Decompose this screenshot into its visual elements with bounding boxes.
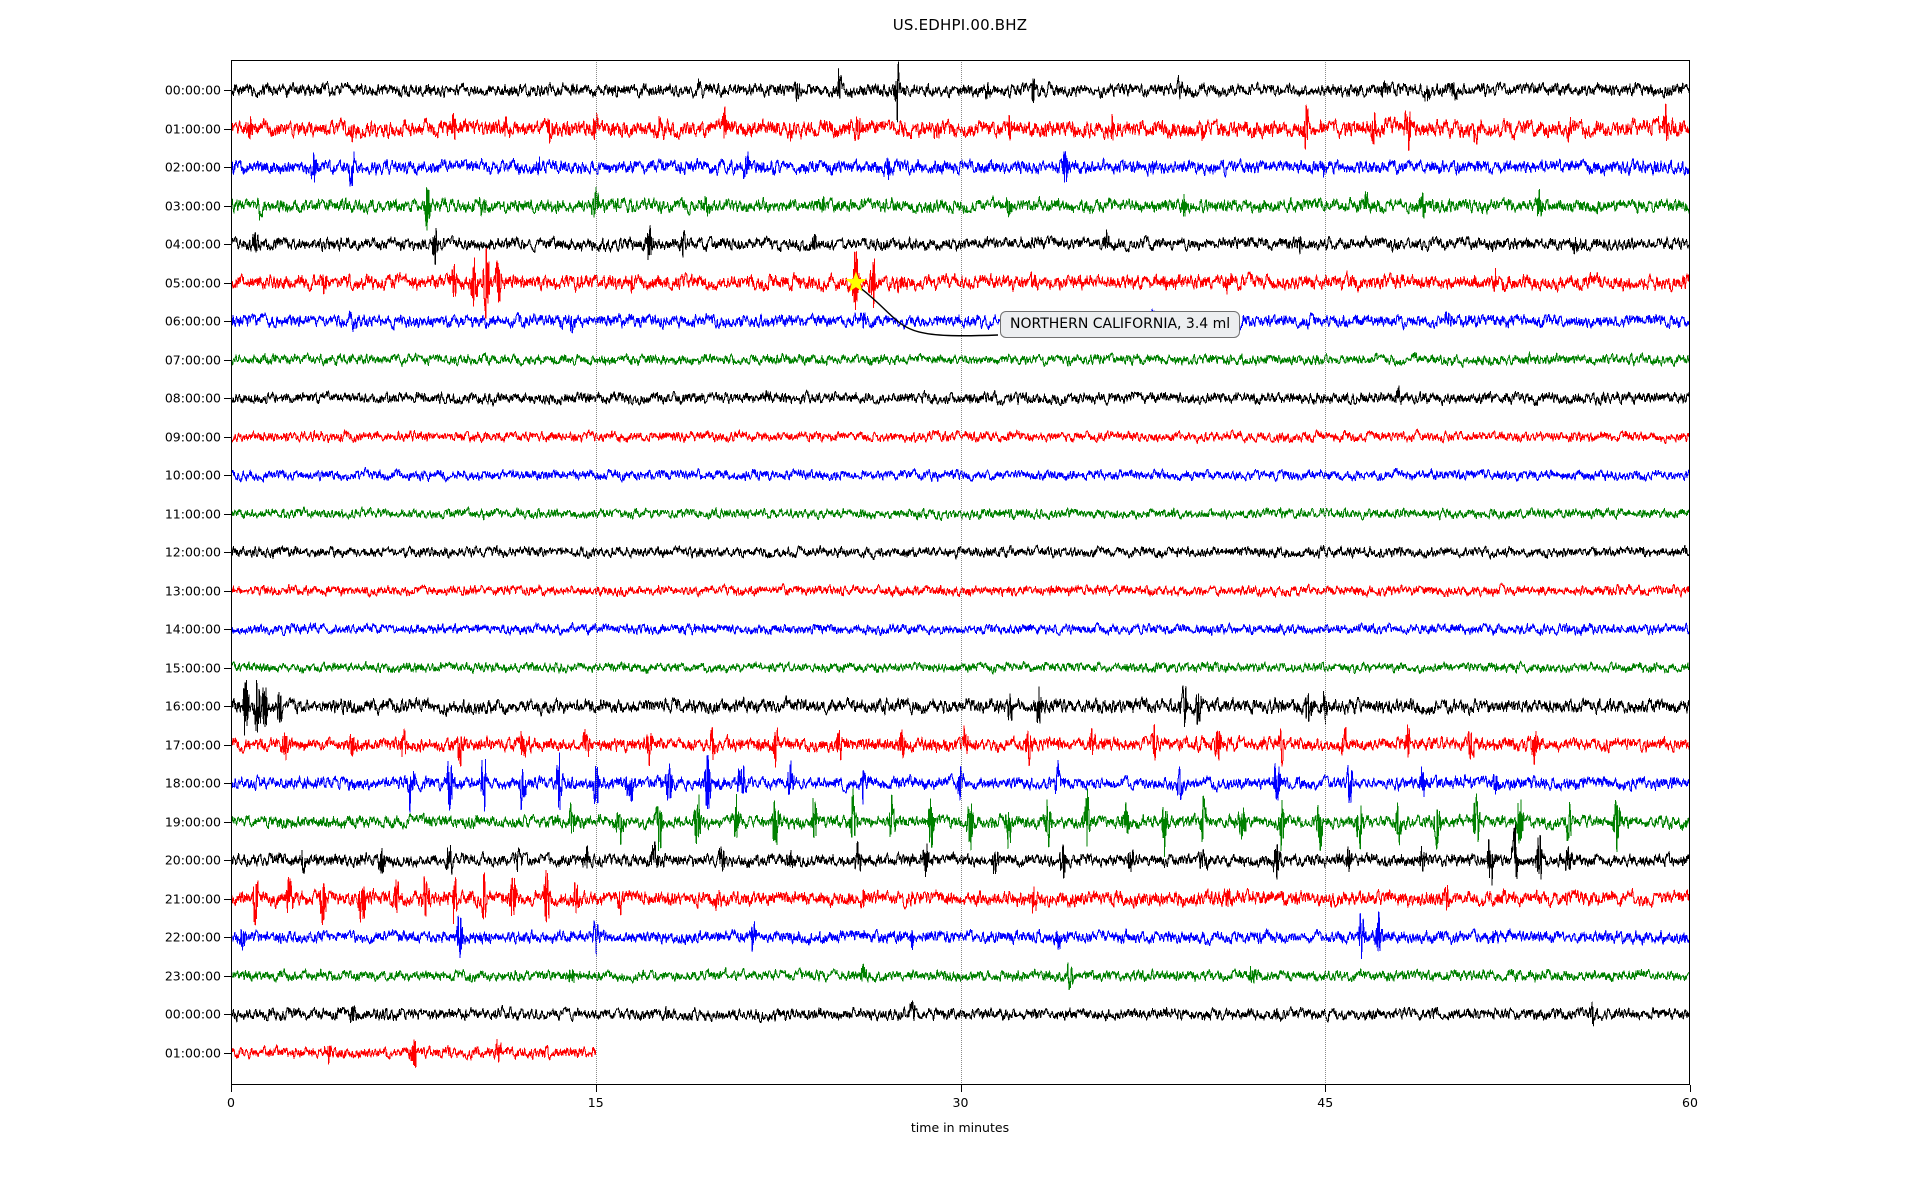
- x-axis-tick-label: 0: [227, 1095, 235, 1110]
- seismic-trace: [231, 1039, 597, 1068]
- y-axis-tick-mark: [224, 1014, 231, 1016]
- y-axis-tick-mark: [224, 244, 231, 246]
- y-axis-tick-mark: [224, 398, 231, 400]
- x-axis-tick-label: 15: [587, 1095, 604, 1110]
- y-axis-tick-mark: [224, 898, 231, 900]
- y-axis-tick-mark: [224, 860, 231, 862]
- y-axis-tick-mark: [224, 321, 231, 323]
- y-axis-tick-mark: [224, 475, 231, 477]
- plot-area: [231, 60, 1690, 1085]
- y-axis-tick-mark: [224, 667, 231, 669]
- x-axis-tick-mark: [960, 1085, 962, 1092]
- gridline: [960, 60, 962, 1085]
- y-axis-tick-label: 20:00:00: [164, 852, 221, 868]
- y-axis-tick-mark: [224, 1052, 231, 1054]
- y-axis-tick-label: 01:00:00: [164, 1045, 221, 1061]
- x-axis-tick-mark: [595, 1085, 597, 1092]
- y-axis-tick-label: 10:00:00: [164, 467, 221, 483]
- y-axis-tick-label: 01:00:00: [164, 121, 221, 137]
- x-axis-tick-label: 45: [1317, 1095, 1334, 1110]
- y-axis-tick-label: 12:00:00: [164, 544, 221, 560]
- y-axis-tick-mark: [224, 629, 231, 631]
- y-axis-tick-mark: [224, 205, 231, 207]
- gridline: [595, 60, 597, 1085]
- event-annotation-label: NORTHERN CALIFORNIA, 3.4 ml: [1000, 311, 1241, 338]
- y-axis-tick-mark: [224, 282, 231, 284]
- y-axis-tick-label: 09:00:00: [164, 429, 221, 445]
- y-axis-tick-label: 02:00:00: [164, 159, 221, 175]
- y-axis-tick-label: 22:00:00: [164, 929, 221, 945]
- y-axis-tick-label: 14:00:00: [164, 621, 221, 637]
- y-axis-tick-mark: [224, 590, 231, 592]
- y-axis-tick-mark: [224, 937, 231, 939]
- x-axis-tick-mark: [231, 1085, 232, 1092]
- y-axis-tick-label: 23:00:00: [164, 968, 221, 984]
- page-title: US.EDHPI.00.BHZ: [892, 16, 1028, 34]
- y-axis-tick-mark: [224, 436, 231, 438]
- y-axis-tick-label: 18:00:00: [164, 775, 221, 791]
- y-axis-tick-label: 17:00:00: [164, 737, 221, 753]
- y-axis-tick-mark: [224, 90, 231, 92]
- x-axis-tick-mark: [1690, 1085, 1691, 1092]
- y-axis-tick-label: 08:00:00: [164, 390, 221, 406]
- y-axis-tick-mark: [224, 744, 231, 746]
- y-axis-tick-label: 04:00:00: [164, 236, 221, 252]
- y-axis-tick-mark: [224, 552, 231, 554]
- y-axis-tick-label: 05:00:00: [164, 275, 221, 291]
- y-axis-tick-label: 13:00:00: [164, 583, 221, 599]
- y-axis-tick-label: 11:00:00: [164, 506, 221, 522]
- y-axis-tick-label: 07:00:00: [164, 352, 221, 368]
- y-axis-tick-mark: [224, 513, 231, 515]
- y-axis-tick-label: 06:00:00: [164, 313, 221, 329]
- y-axis-tick-mark: [224, 821, 231, 823]
- y-axis-tick-label: 19:00:00: [164, 814, 221, 830]
- y-axis-tick-mark: [224, 167, 231, 169]
- y-axis-tick-mark: [224, 128, 231, 130]
- x-axis-title: time in minutes: [910, 1120, 1010, 1135]
- gridline: [1325, 60, 1327, 1085]
- y-axis-tick-label: 16:00:00: [164, 698, 221, 714]
- y-axis-tick-label: 03:00:00: [164, 198, 221, 214]
- y-axis-tick-label: 00:00:00: [164, 82, 221, 98]
- x-axis-tick-label: 60: [1682, 1095, 1698, 1110]
- y-axis-tick-mark: [224, 359, 231, 361]
- x-axis-tick-label: 30: [952, 1095, 969, 1110]
- y-axis-tick-mark: [224, 706, 231, 708]
- y-axis-tick-label: 00:00:00: [164, 1006, 221, 1022]
- y-axis-tick-mark: [224, 975, 231, 977]
- y-axis-tick-mark: [224, 783, 231, 785]
- x-axis-tick-mark: [1325, 1085, 1327, 1092]
- y-axis-tick-label: 21:00:00: [164, 891, 221, 907]
- y-axis-tick-label: 15:00:00: [164, 660, 221, 676]
